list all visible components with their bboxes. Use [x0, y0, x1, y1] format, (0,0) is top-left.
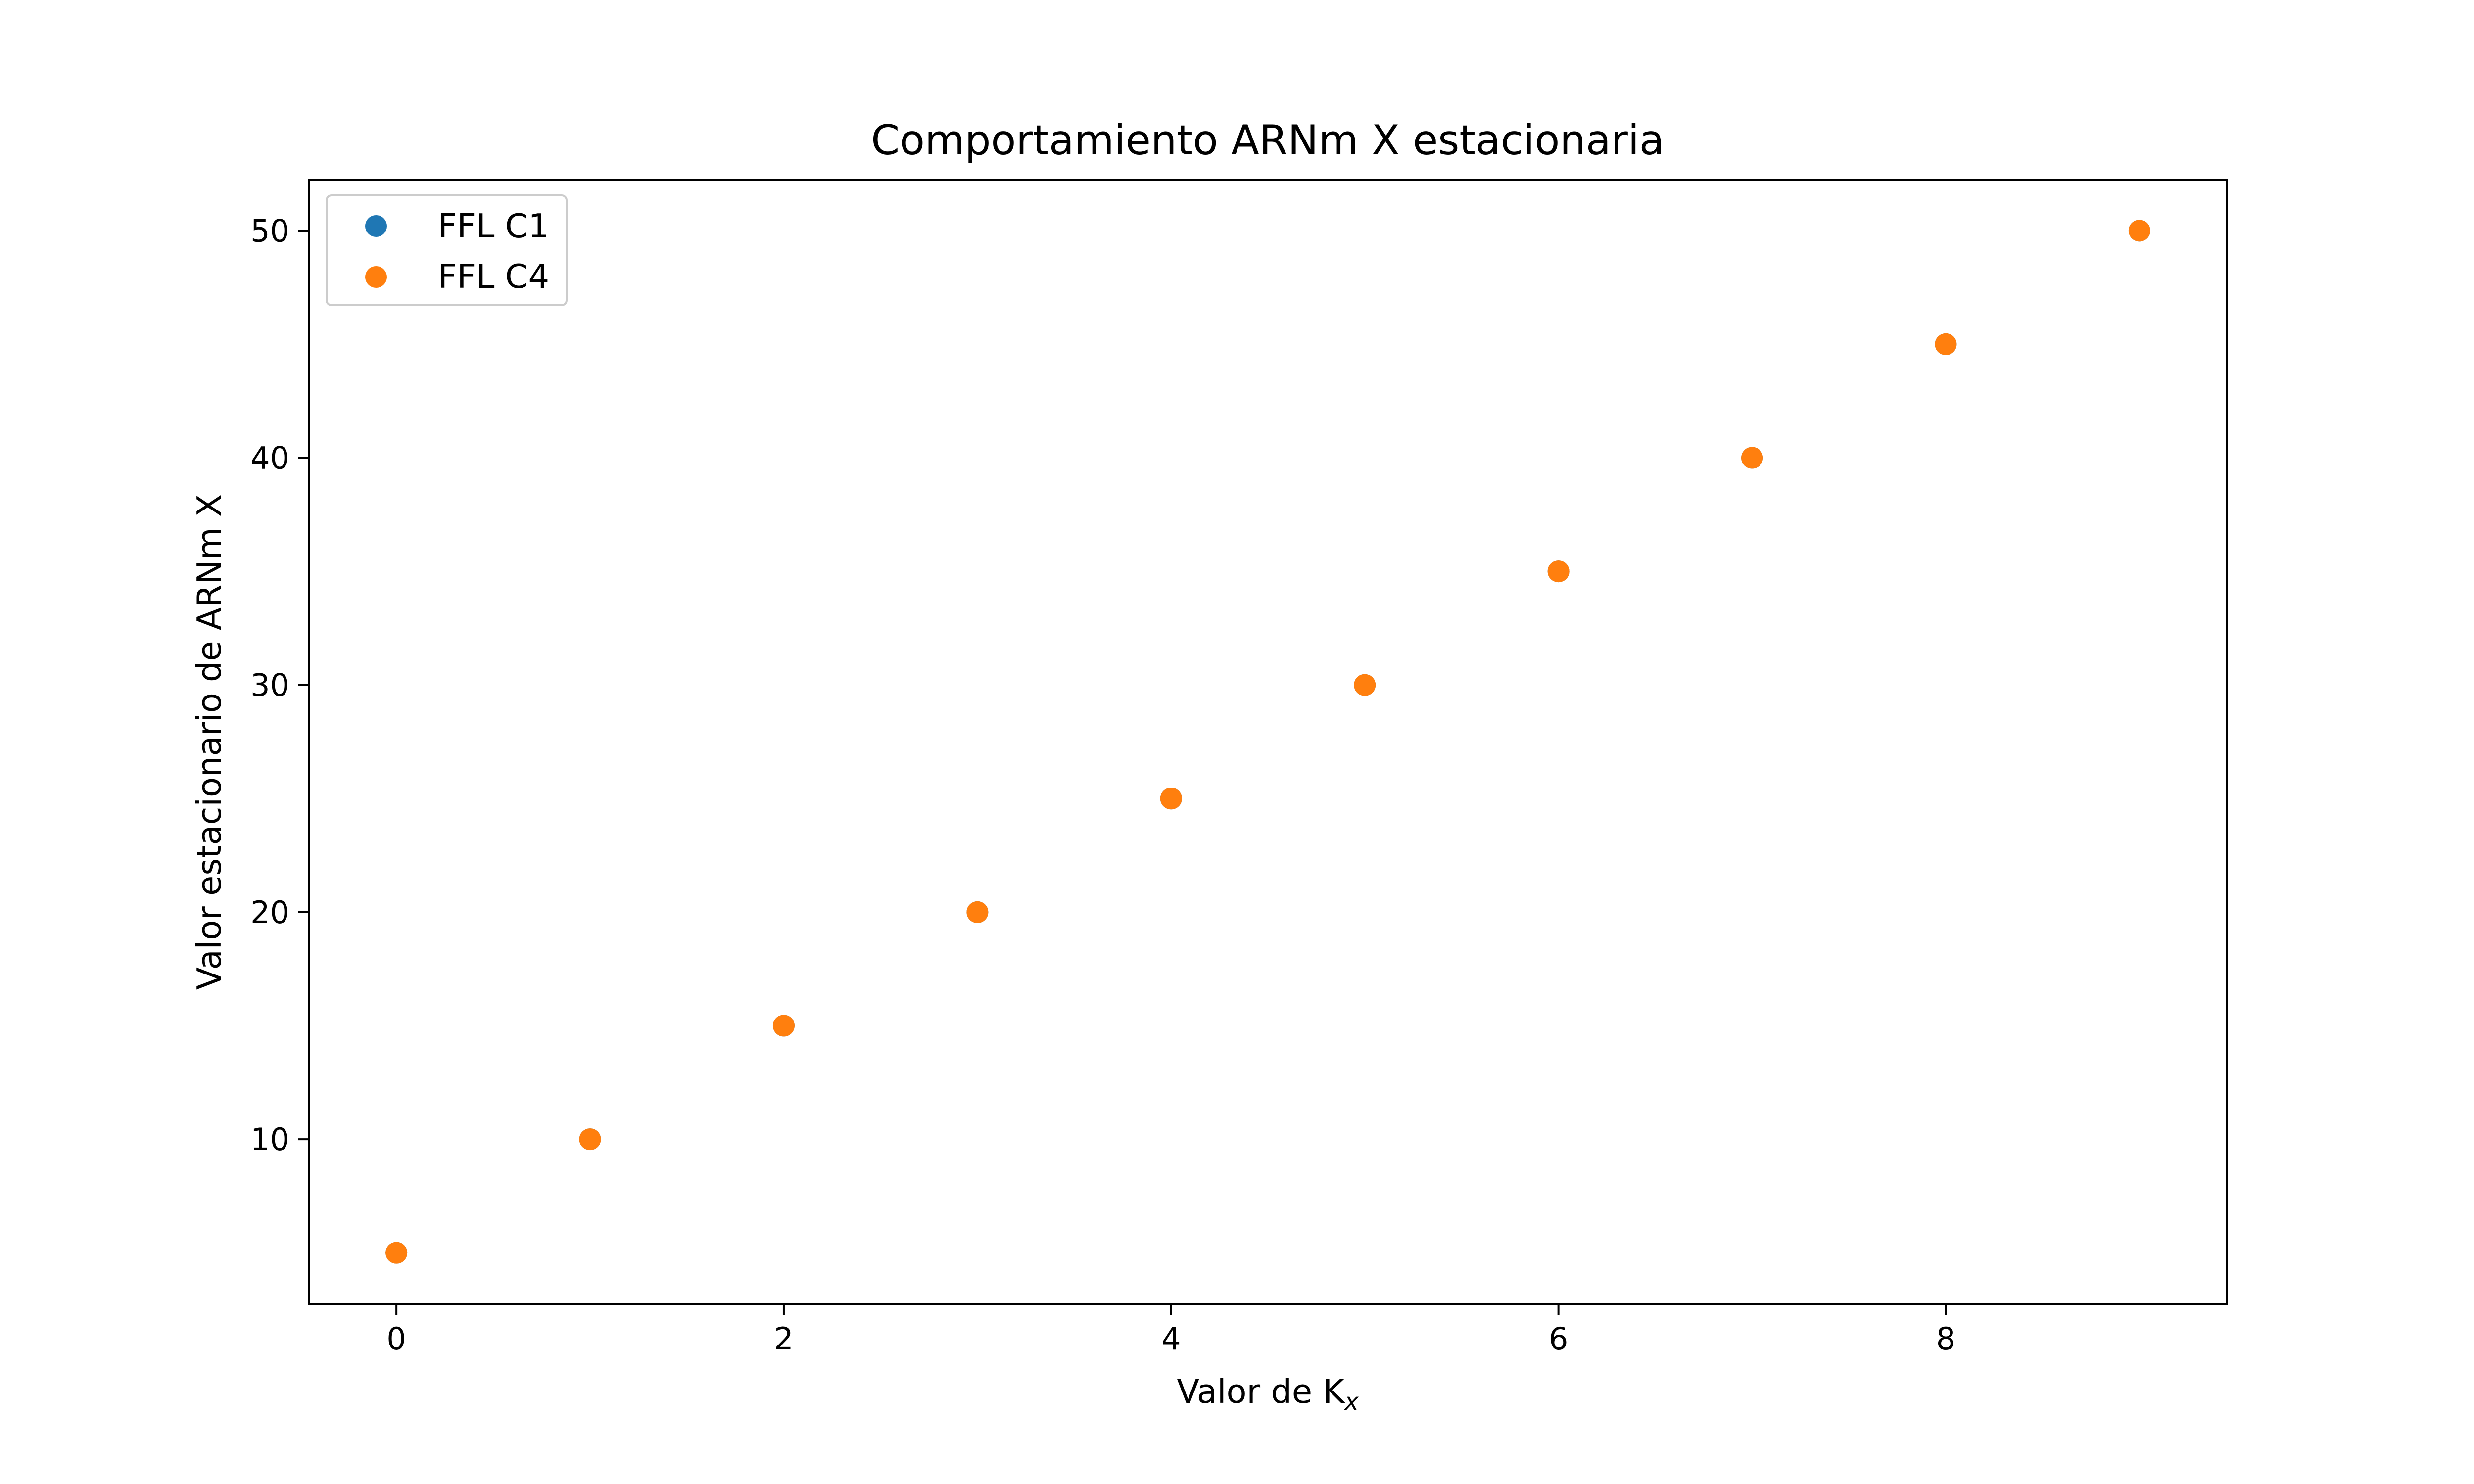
y-tick-label: 10 — [250, 1121, 289, 1158]
data-point — [1741, 447, 1763, 469]
plot-frame — [308, 179, 2228, 1305]
x-tick-label: 2 — [774, 1321, 793, 1357]
data-point — [1160, 788, 1182, 810]
y-tick-label: 30 — [250, 667, 289, 703]
plot-marks — [385, 220, 2150, 1264]
data-point — [2128, 220, 2150, 242]
series-ffl-c4 — [385, 220, 2150, 1264]
y-axis-label: Valor estacionario de ARNm X — [190, 494, 229, 990]
y-tick-label: 50 — [250, 213, 289, 249]
y-tick-label: 20 — [250, 894, 289, 930]
data-point — [385, 1242, 408, 1264]
data-point — [579, 1128, 601, 1151]
data-point — [772, 1015, 795, 1037]
legend-label-ffl-c4: FFL C4 — [438, 257, 549, 296]
legend-label-ffl-c1: FFL C1 — [438, 207, 549, 245]
data-point — [1547, 560, 1570, 583]
data-point — [1935, 333, 1957, 355]
data-point — [1354, 674, 1376, 696]
chart-title: Comportamiento ARNm X estacionaria — [871, 116, 1665, 164]
legend-marker-ffl-c4 — [365, 266, 387, 288]
data-point — [966, 901, 989, 923]
legend-marker-ffl-c1 — [365, 215, 387, 237]
x-axis-label-text: Valor de K — [1177, 1372, 1345, 1411]
x-tick-label: 4 — [1161, 1321, 1181, 1357]
x-tick-label: 8 — [1936, 1321, 1955, 1357]
x-axis-label-subscript: x — [1343, 1388, 1359, 1416]
x-tick-label: 6 — [1549, 1321, 1568, 1357]
legend: FFL C1 FFL C4 — [326, 194, 568, 306]
y-tick-label: 40 — [250, 440, 289, 476]
axis-ticks: 0 2 4 6 8 10 20 30 40 50 — [250, 213, 1955, 1357]
x-axis-label: Valor de Kx — [1177, 1372, 1359, 1416]
x-tick-label: 0 — [386, 1321, 406, 1357]
